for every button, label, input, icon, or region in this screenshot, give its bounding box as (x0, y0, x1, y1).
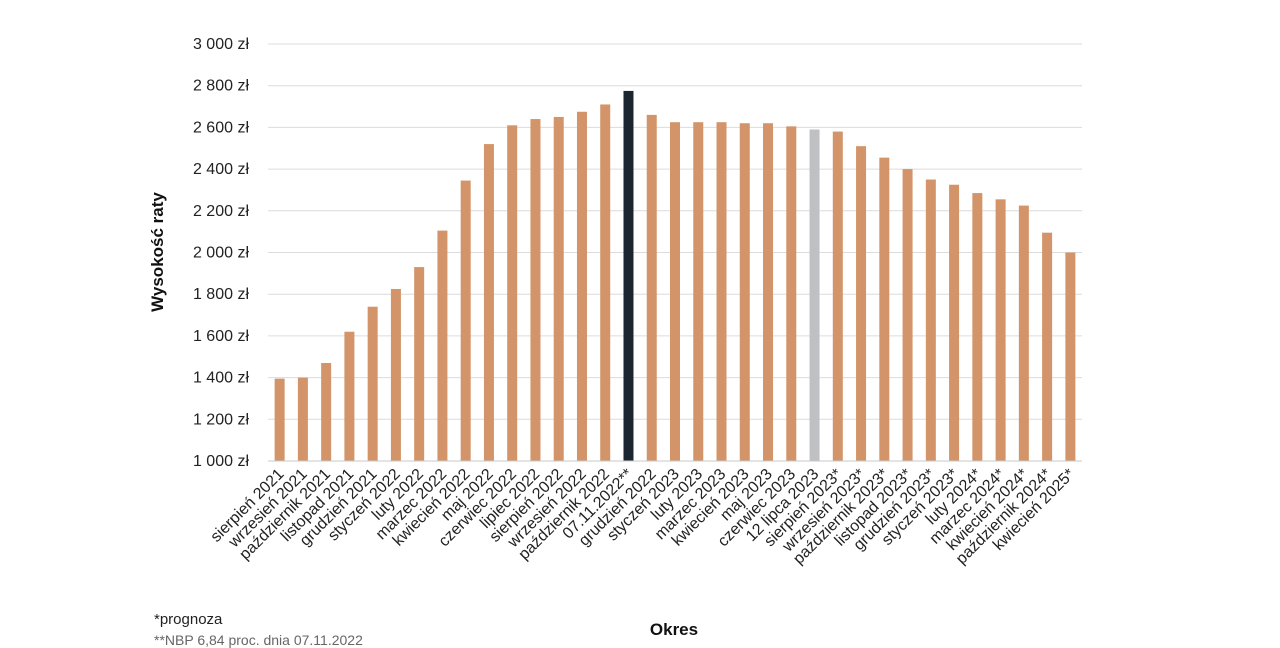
bar (623, 90, 634, 461)
bar (1018, 205, 1029, 461)
bar (786, 126, 797, 462)
bar (414, 267, 425, 461)
source-note: **NBP 6,84 proc. dnia 07.11.2022 (154, 632, 363, 648)
y-tick-label: 3 000 zł (193, 36, 249, 53)
bar (879, 157, 890, 461)
y-tick-label: 1 200 zł (193, 411, 249, 428)
bar (716, 122, 727, 461)
bar (390, 288, 401, 461)
bar (297, 377, 308, 461)
bar (437, 230, 448, 461)
bar (646, 114, 657, 461)
bar (809, 129, 820, 462)
bar (367, 306, 378, 461)
bars (274, 90, 1076, 462)
y-tick-label: 1 600 zł (193, 328, 249, 345)
bar (739, 123, 750, 461)
bar (553, 116, 564, 461)
bar (763, 123, 774, 461)
y-tick-label: 2 600 zł (193, 119, 249, 136)
bar (925, 179, 936, 461)
y-tick-label: 1 000 zł (193, 453, 249, 470)
y-axis-title: Wysokość raty (148, 192, 167, 312)
bar (344, 331, 355, 461)
bar (274, 378, 285, 461)
forecast-footnote: *prognoza (154, 611, 223, 628)
bar (832, 131, 843, 461)
bar (600, 104, 611, 461)
bar (902, 169, 913, 461)
bar (483, 144, 494, 461)
y-tick-label: 1 400 zł (193, 370, 249, 387)
bar (530, 119, 541, 461)
y-tick-label: 2 200 zł (193, 203, 249, 220)
y-tick-label: 2 400 zł (193, 161, 249, 178)
bar (670, 122, 680, 461)
bar (1065, 252, 1076, 461)
y-tick-label: 2 800 zł (193, 78, 249, 95)
y-tick-label: 1 800 zł (193, 286, 249, 303)
x-axis-title: Okres (650, 620, 698, 639)
bar (972, 193, 983, 461)
bar (321, 363, 332, 461)
bar (949, 184, 960, 462)
y-axis-ticks: 1 000 zł 1 200 zł 1 400 zł 1 600 zł 1 800 zł… (193, 36, 249, 470)
bar (507, 125, 518, 461)
bar (693, 122, 704, 461)
bar (576, 111, 587, 461)
bar (460, 180, 471, 461)
bar (995, 199, 1006, 461)
bar (856, 146, 867, 462)
y-tick-label: 2 000 zł (193, 245, 249, 262)
bar (1042, 232, 1053, 461)
